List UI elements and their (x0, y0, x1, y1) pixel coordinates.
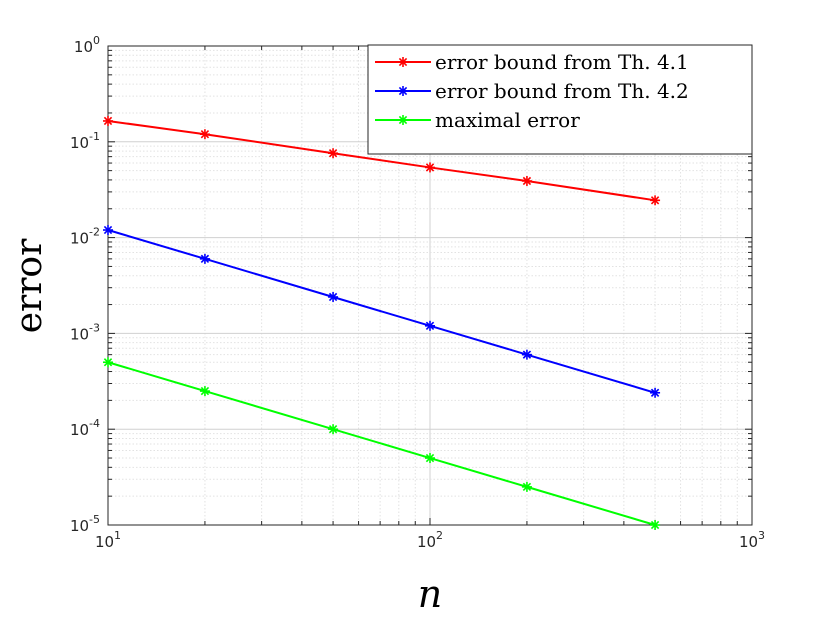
data-marker (521, 349, 532, 360)
legend-label: error bound from Th. 4.2 (435, 79, 689, 103)
data-marker (103, 225, 113, 236)
data-marker (425, 453, 435, 464)
y-tick-label: 100 (74, 34, 100, 56)
data-marker (103, 357, 113, 368)
series-line (107, 119, 656, 202)
data-marker (328, 424, 339, 435)
data-marker (328, 148, 339, 159)
data-marker (650, 195, 661, 206)
data-marker (199, 253, 210, 264)
series-line (107, 361, 656, 526)
data-marker (398, 57, 408, 67)
series-1 (103, 115, 661, 206)
x-tick-label: 103 (739, 529, 765, 551)
y-tick-label: 10-4 (70, 417, 100, 439)
data-marker (521, 481, 532, 492)
tick-label-exponent: 2 (436, 529, 443, 542)
legend-box (367, 44, 753, 155)
tick-label-exponent: 0 (93, 34, 100, 47)
data-marker (328, 291, 339, 302)
x-tick-label: 102 (417, 529, 443, 551)
x-axis-label: n (418, 572, 442, 616)
series-line (107, 229, 656, 394)
tick-label-exponent: 3 (758, 529, 765, 542)
y-axis-label: error (9, 238, 50, 333)
series-3 (103, 357, 661, 530)
tick-label-base: 10 (74, 38, 93, 56)
legend-label: maximal error (435, 108, 580, 132)
data-marker (650, 387, 661, 398)
legend: error bound from Th. 4.1 error bound from… (367, 44, 753, 155)
legend-entry: error bound from Th. 4.2 (375, 79, 689, 103)
y-tick-label: 10-5 (70, 513, 100, 535)
data-marker (650, 520, 661, 530)
tick-label-base: 10 (70, 325, 89, 343)
data-marker (398, 115, 408, 125)
data-marker (199, 129, 210, 140)
data-marker (521, 175, 532, 186)
data-marker (103, 115, 113, 126)
legend-entry: error bound from Th. 4.1 (375, 50, 689, 74)
tick-label-base: 10 (739, 533, 758, 551)
data-marker (425, 320, 435, 331)
y-tick-label: 10-2 (70, 226, 100, 248)
tick-label-exponent: -1 (89, 130, 100, 143)
data-marker (199, 386, 210, 397)
tick-label-exponent: -4 (89, 417, 100, 430)
legend-label: error bound from Th. 4.1 (435, 50, 689, 74)
tick-label-base: 10 (95, 533, 114, 551)
tick-label-exponent: -3 (89, 321, 100, 334)
data-marker (398, 86, 408, 96)
tick-label-base: 10 (70, 421, 89, 439)
y-tick-label: 10-1 (70, 130, 100, 152)
x-tick-label: 101 (95, 529, 121, 551)
series-2 (103, 225, 661, 398)
tick-label-base: 10 (70, 517, 89, 535)
tick-label-base: 10 (70, 230, 89, 248)
y-tick-label: 10-3 (70, 321, 100, 343)
legend-entry: maximal error (375, 108, 580, 132)
series (103, 115, 661, 530)
tick-label-exponent: -5 (89, 513, 100, 526)
tick-label-base: 10 (417, 533, 436, 551)
tick-label-base: 10 (70, 134, 89, 152)
tick-label-exponent: 1 (114, 529, 121, 542)
tick-label-exponent: -2 (89, 226, 100, 239)
data-marker (425, 162, 435, 173)
